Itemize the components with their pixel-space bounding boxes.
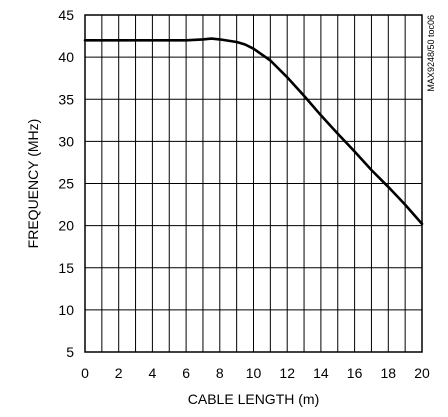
y-tick-label: 15 (58, 260, 74, 276)
y-axis-label: FREQUENCY (MHz) (25, 119, 41, 249)
y-tick-label: 45 (58, 7, 74, 23)
figure-code-label: MAX9248/50 toc06 (426, 15, 436, 92)
series-line (83, 37, 424, 226)
y-tick-label: 5 (66, 344, 74, 360)
y-tick-label: 35 (58, 91, 74, 107)
tick-labels: 0 2 4 6 8 10 12 14 16 18 20 5 10 15 20 25 30 35 40 45 (58, 7, 430, 381)
x-tick-label: 0 (81, 365, 89, 381)
x-tick-label: 8 (216, 365, 224, 381)
y-tick-label: 30 (58, 133, 74, 149)
x-tick-label: 4 (149, 365, 157, 381)
x-tick-label: 16 (347, 365, 363, 381)
x-tick-label: 20 (414, 365, 430, 381)
x-tick-label: 6 (182, 365, 190, 381)
grid (85, 15, 422, 352)
x-tick-label: 14 (313, 365, 329, 381)
y-tick-label: 10 (58, 302, 74, 318)
x-tick-label: 18 (381, 365, 397, 381)
x-tick-label: 10 (246, 365, 262, 381)
plot-frame (84, 14, 423, 353)
x-axis-label: CABLE LENGTH (m) (188, 391, 319, 407)
x-tick-label: 12 (279, 365, 295, 381)
x-tick-label: 2 (115, 365, 123, 381)
y-tick-label: 40 (58, 49, 74, 65)
y-tick-label: 25 (58, 176, 74, 192)
y-tick-label: 20 (58, 218, 74, 234)
